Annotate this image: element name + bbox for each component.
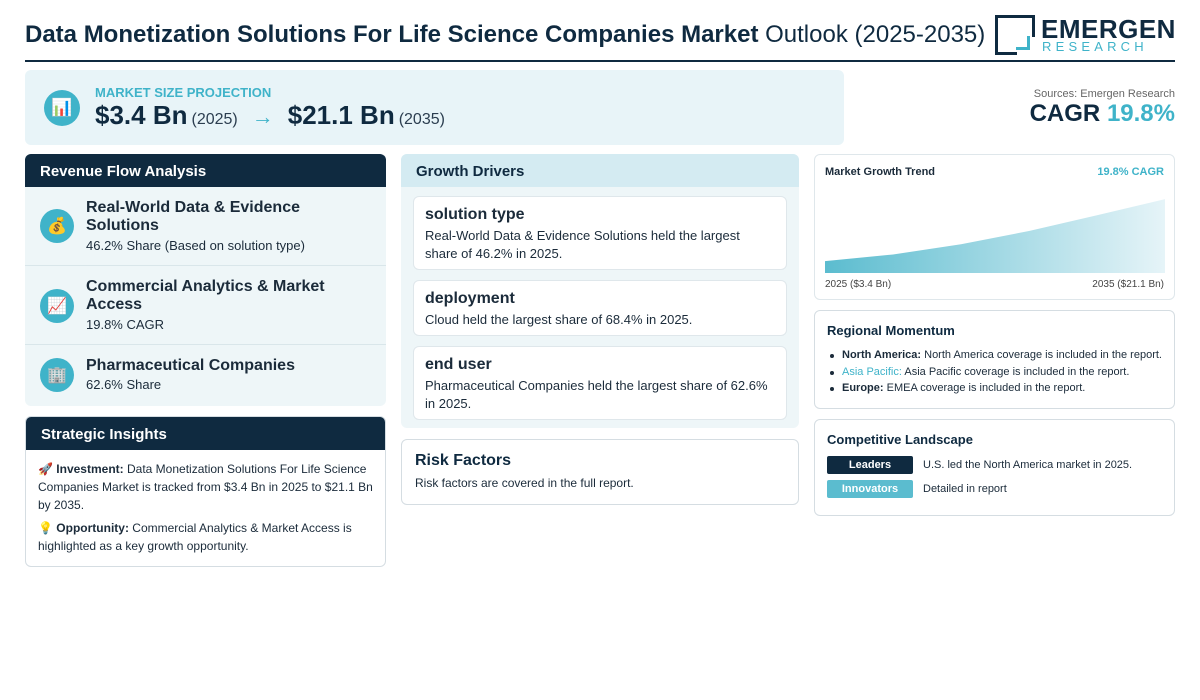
- leaders-badge: Leaders: [827, 456, 913, 474]
- revenue-item-sub: 19.8% CAGR: [86, 317, 165, 332]
- region-text: EMEA coverage is included in the report.: [886, 382, 1086, 394]
- region-label: North America:: [842, 349, 922, 361]
- emergen-logo: EMERGEN RESEARCH: [995, 14, 1175, 56]
- competitive-landscape-panel: Competitive Landscape Leaders U.S. led t…: [814, 419, 1175, 516]
- trend-chart-icon: 📈: [40, 289, 74, 323]
- revenue-item: 🏢 Pharmaceutical Companies 62.6% Share: [25, 345, 386, 405]
- competitive-row-text: U.S. led the North America market in 202…: [923, 459, 1133, 471]
- competitive-row: Leaders U.S. led the North America marke…: [827, 456, 1162, 474]
- revenue-item: 💰 Real-World Data & Evidence Solutions 4…: [25, 187, 386, 266]
- region-text: North America coverage is included in th…: [924, 349, 1162, 361]
- revenue-flow-title: Revenue Flow Analysis: [25, 154, 386, 187]
- investment-text: Data Monetization Solutions For Life Sci…: [38, 462, 373, 512]
- logo-name: EMERGEN: [1041, 14, 1176, 44]
- region-label: Europe:: [842, 382, 884, 394]
- regional-momentum-title: Regional Momentum: [827, 323, 955, 338]
- chart-title: Market Growth Trend: [825, 166, 936, 178]
- driver-card-title: solution type: [425, 206, 525, 223]
- growth-drivers-panel: Growth Drivers solution type Real-World …: [401, 154, 799, 428]
- start-value: $3.4 Bn: [95, 100, 188, 130]
- logo-mark-icon: [995, 15, 1035, 55]
- driver-card-text: Real-World Data & Evidence Solutions hel…: [425, 228, 740, 261]
- page-title-suffix: Outlook (2025-2035): [765, 21, 986, 48]
- regional-list: North America: North America coverage is…: [827, 347, 1162, 397]
- driver-card-title: end user: [425, 356, 492, 373]
- page-title: Data Monetization Solutions For Life Sci…: [25, 21, 985, 49]
- market-growth-chart: Market Growth Trend 19.8% CAGR 2025 ($3.…: [814, 154, 1175, 300]
- innovators-badge: Innovators: [827, 480, 913, 498]
- end-year: (2035): [398, 111, 445, 128]
- building-icon: 🏢: [40, 358, 74, 392]
- list-item: Asia Pacific: Asia Pacific coverage is i…: [827, 364, 1162, 381]
- revenue-item-title: Pharmaceutical Companies: [86, 357, 295, 374]
- investment-insight: 🚀 Investment: Data Monetization Solution…: [38, 460, 373, 514]
- revenue-item-title: Commercial Analytics & Market Access: [86, 278, 325, 313]
- risk-factors-title: Risk Factors: [415, 452, 512, 469]
- bar-chart-icon: 📊: [44, 90, 80, 126]
- cagr-value: 19.8%: [1106, 100, 1175, 127]
- sources-text: Sources: Emergen Research: [1033, 88, 1175, 100]
- revenue-item-title: Real-World Data & Evidence Solutions: [86, 199, 300, 234]
- chart-x-start-label: 2025 ($3.4 Bn): [825, 279, 892, 290]
- cagr-label: CAGR: [1029, 100, 1101, 127]
- risk-factors-panel: Risk Factors Risk factors are covered in…: [401, 439, 799, 505]
- rocket-icon: 🚀: [38, 462, 53, 476]
- growth-drivers-title: Growth Drivers: [401, 154, 799, 187]
- driver-card-title: deployment: [425, 290, 515, 307]
- driver-card-text: Pharmaceutical Companies held the larges…: [425, 378, 768, 411]
- region-label: Asia Pacific:: [842, 365, 902, 378]
- regional-momentum-panel: Regional Momentum North America: North A…: [814, 310, 1175, 409]
- opportunity-text: Commercial Analytics & Market Access is …: [38, 521, 352, 553]
- cagr-summary: CAGR 19.8%: [1030, 100, 1175, 128]
- driver-card: deployment Cloud held the largest share …: [413, 280, 787, 336]
- growth-area-plot: [825, 199, 1165, 273]
- revenue-item-sub: 62.6% Share: [86, 377, 162, 392]
- opportunity-label: Opportunity:: [56, 521, 129, 535]
- money-bag-icon: 💰: [40, 209, 74, 243]
- growth-area: [825, 199, 1165, 273]
- market-size-label: MARKET SIZE PROJECTION: [95, 85, 272, 100]
- page-header: Data Monetization Solutions For Life Sci…: [25, 12, 1175, 62]
- competitive-row: Innovators Detailed in report: [827, 480, 1162, 498]
- revenue-item: 📈 Commercial Analytics & Market Access 1…: [25, 266, 386, 345]
- region-text: Asia Pacific coverage is included in the…: [904, 365, 1130, 378]
- list-item: North America: North America coverage is…: [827, 347, 1162, 364]
- risk-factors-text: Risk factors are covered in the full rep…: [415, 476, 634, 490]
- strategic-insights-panel: Strategic Insights 🚀 Investment: Data Mo…: [25, 416, 386, 567]
- opportunity-insight: 💡 Opportunity: Commercial Analytics & Ma…: [38, 519, 373, 555]
- list-item: Europe: EMEA coverage is included in the…: [827, 380, 1162, 397]
- investment-label: Investment:: [56, 462, 124, 476]
- competitive-row-text: Detailed in report: [923, 483, 1007, 495]
- lightbulb-icon: 💡: [38, 521, 53, 535]
- end-value: $21.1 Bn: [287, 100, 395, 130]
- driver-card: solution type Real-World Data & Evidence…: [413, 196, 787, 270]
- revenue-flow-panel: Revenue Flow Analysis 💰 Real-World Data …: [25, 154, 386, 406]
- driver-card: end user Pharmaceutical Companies held t…: [413, 346, 787, 420]
- chart-x-end-label: 2035 ($21.1 Bn): [1092, 279, 1164, 290]
- page-title-main: Data Monetization Solutions For Life Sci…: [25, 21, 759, 48]
- driver-card-text: Cloud held the largest share of 68.4% in…: [425, 312, 693, 327]
- market-size-banner: 📊 MARKET SIZE PROJECTION $3.4 Bn (2025) → $…: [25, 70, 844, 145]
- start-year: (2025): [191, 111, 238, 128]
- strategic-insights-title: Strategic Insights: [26, 417, 385, 450]
- logo-subtitle: RESEARCH: [1042, 39, 1148, 54]
- competitive-landscape-title: Competitive Landscape: [827, 432, 973, 447]
- arrow-right-icon: →: [251, 104, 274, 129]
- chart-cagr-annotation: 19.8% CAGR: [1097, 166, 1164, 178]
- revenue-item-sub: 46.2% Share (Based on solution type): [86, 238, 305, 253]
- market-size-values: $3.4 Bn (2025) → $21.1 Bn (2035): [95, 100, 445, 131]
